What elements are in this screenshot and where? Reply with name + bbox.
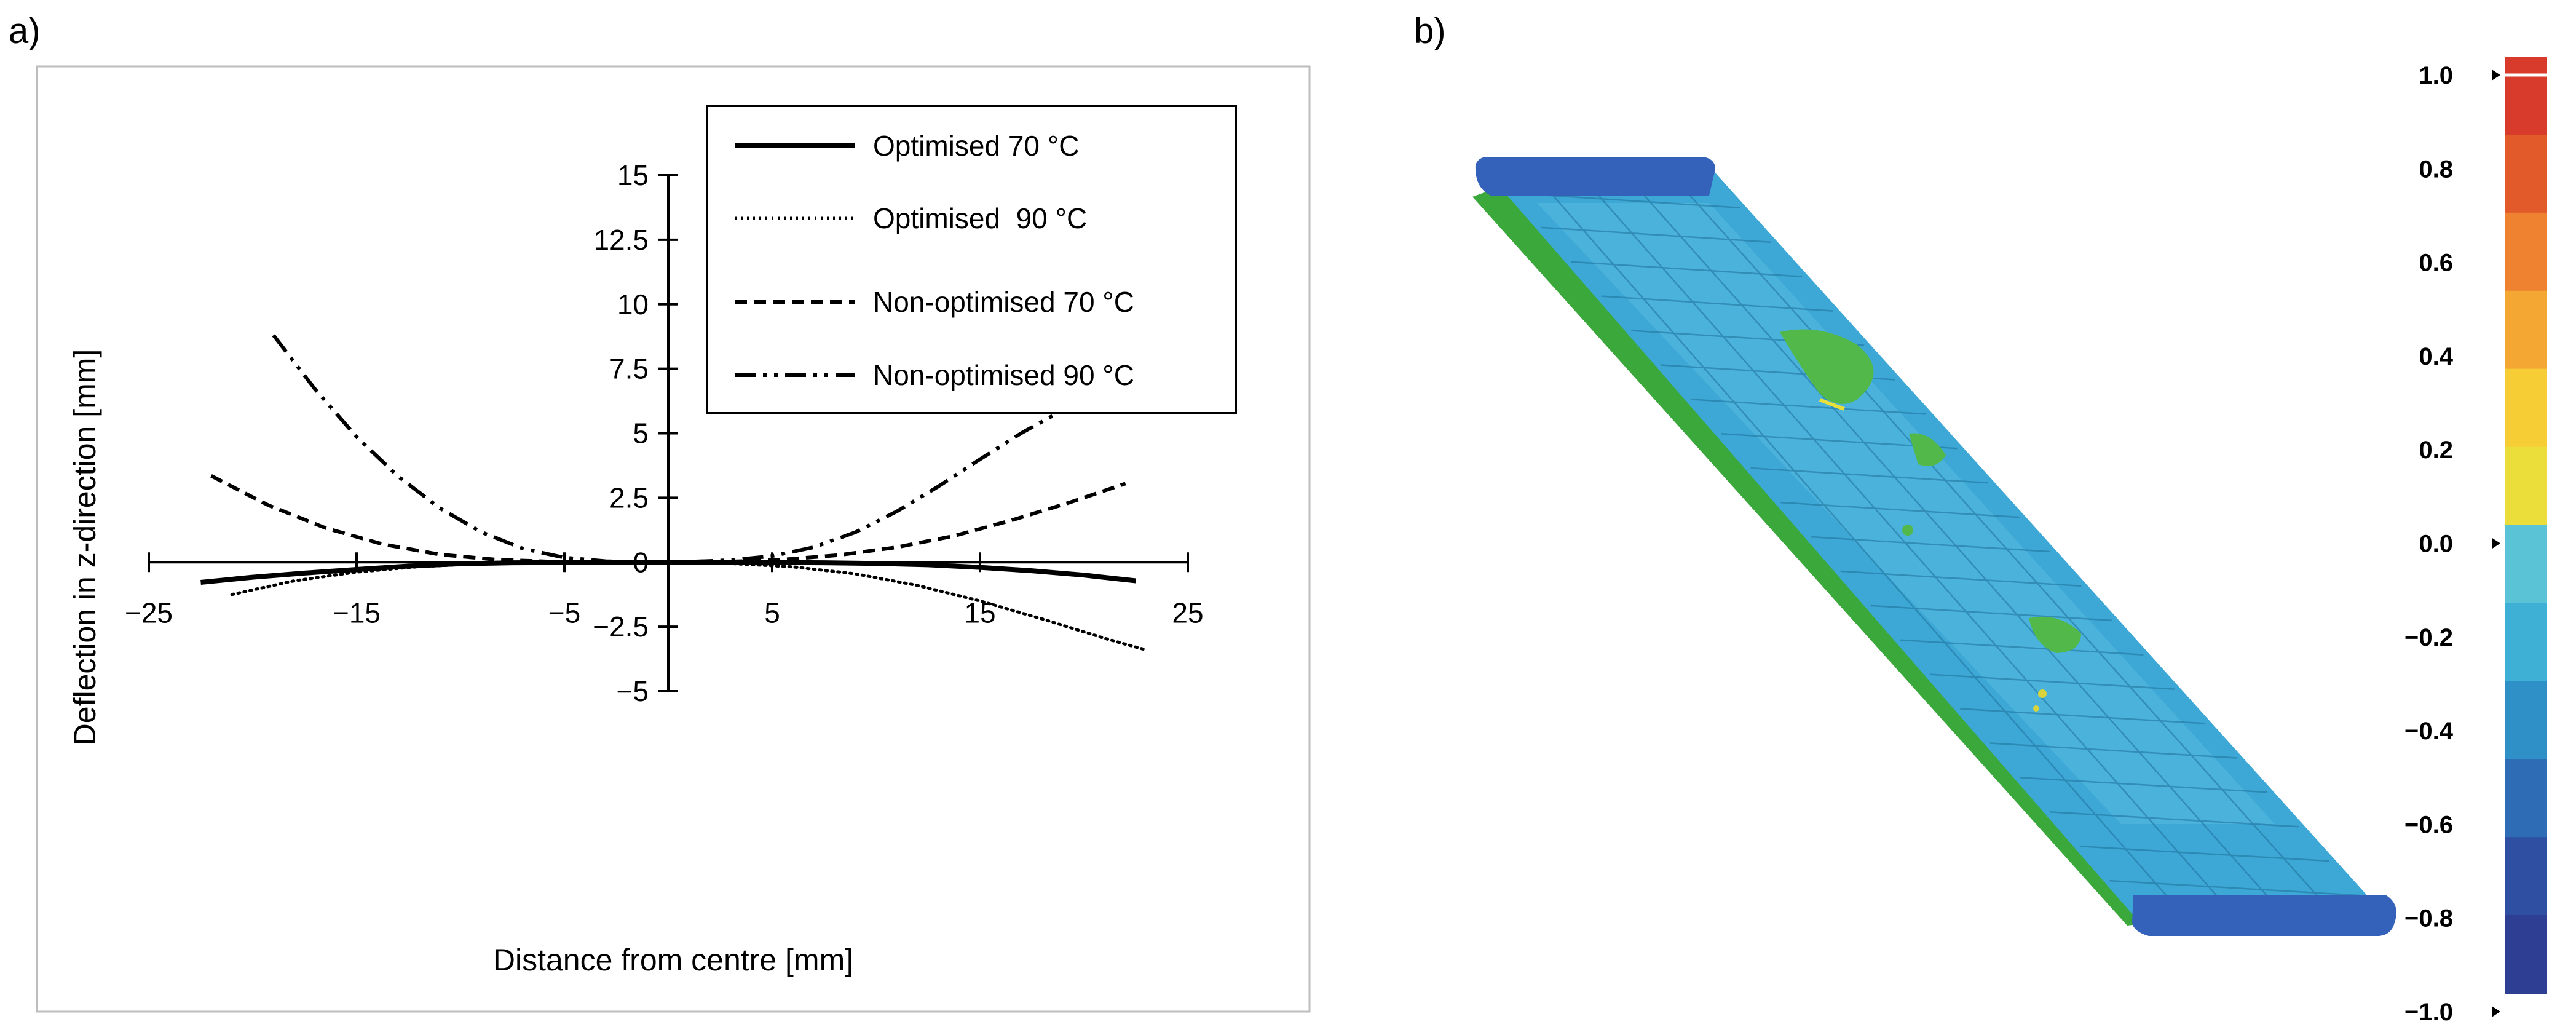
x-tick-label: −15 xyxy=(333,597,381,628)
colorbar-band xyxy=(2505,212,2547,291)
strip-shading xyxy=(1537,203,2275,824)
colorbar-band xyxy=(2505,446,2547,526)
mesh-line-cross xyxy=(1810,536,2051,553)
colorbar-arrow-marker xyxy=(2492,537,2500,549)
legend-box xyxy=(706,105,1237,414)
mesh-line-cross xyxy=(1989,742,2237,759)
mesh-line-cross xyxy=(1780,501,2020,518)
mesh-line-cross xyxy=(2079,845,2330,862)
y-tick-label: −5 xyxy=(617,675,649,707)
strip-end-top xyxy=(1475,157,1715,196)
mesh-line-long xyxy=(1527,166,2191,922)
y-tick-label: 2.5 xyxy=(609,482,649,514)
mesh-line-long xyxy=(1572,166,2241,922)
colorbar-tick-label: 1.0 xyxy=(2419,62,2453,89)
deformed-strip-render xyxy=(1472,157,2396,936)
legend-label-optimised-90: Optimised 90 °C xyxy=(873,202,1087,234)
colorbar-tick-label: −0.4 xyxy=(2404,718,2454,745)
mesh-line-long xyxy=(1663,166,2342,922)
mesh-line-long xyxy=(1618,166,2291,922)
patch-3 xyxy=(1902,525,1913,536)
mesh-line-cross xyxy=(1870,605,2112,622)
colorbar-band xyxy=(2505,915,2547,994)
colorbar-band xyxy=(2505,57,2547,135)
y-tick-label: 12.5 xyxy=(593,224,649,256)
colorbar-tick-label: 0.8 xyxy=(2419,156,2453,183)
colorbar-tick-label: −0.8 xyxy=(2404,905,2453,932)
mesh-line-cross xyxy=(2050,811,2299,828)
y-tick-label: 15 xyxy=(617,159,649,191)
mesh-line-cross xyxy=(2020,777,2268,793)
legend-label-non-optimised-90: Non-optimised 90 °C xyxy=(873,359,1134,391)
y-tick-label: −2.5 xyxy=(593,611,649,643)
legend-label-optimised-70: Optimised 70 °C xyxy=(873,130,1079,162)
series-non-optimised-90 xyxy=(272,334,1064,565)
mesh-line-cross xyxy=(1840,570,2082,587)
patch-1 xyxy=(1780,329,1874,405)
colorbar-arrow-marker xyxy=(2492,1006,2500,1017)
colorbar-tick-label: −0.6 xyxy=(2404,811,2453,838)
chart-legend: Optimised 70 °C Optimised 90 °C Non-opti… xyxy=(706,105,1237,414)
patch-4 xyxy=(2029,616,2081,653)
colorbar-band xyxy=(2505,525,2547,604)
mesh-line-cross xyxy=(2109,879,2361,897)
colorbar: 1.0 0.8 0.6 0.4 0.2 0.0 −0.2 −0.4 −0.6 −0.8 −1.0 xyxy=(2404,57,2547,1026)
colorbar-band xyxy=(2505,368,2547,448)
x-tick-label: 25 xyxy=(1172,597,1203,628)
y-tick-label: 7.5 xyxy=(609,353,649,385)
mesh-line-cross xyxy=(1541,226,1771,244)
mesh-line-cross xyxy=(1900,639,2144,656)
colorbar-tick-label: 0.6 xyxy=(2419,250,2453,277)
colorbar-band xyxy=(2505,603,2547,682)
colorbar-band xyxy=(2505,837,2547,916)
x-axis-title: Distance from centre [mm] xyxy=(493,943,853,977)
colorbar-band xyxy=(2505,290,2547,370)
y-tick-label: 5 xyxy=(633,418,649,450)
legend-label-non-optimised-70: Non-optimised 70 °C xyxy=(873,286,1134,318)
strip-end-bottom xyxy=(2132,895,2396,936)
colorbar-tick-label: −0.2 xyxy=(2404,624,2453,651)
x-tick-label: 15 xyxy=(964,597,995,628)
patch-2 xyxy=(1909,433,1946,466)
x-tick-label: −5 xyxy=(548,597,580,628)
panel-label-b: b) xyxy=(1414,11,1446,51)
mesh-line-cross xyxy=(1750,467,1989,484)
panel-label-a: a) xyxy=(9,11,41,51)
strip-mesh xyxy=(1511,166,2361,922)
colorbar-band xyxy=(2505,759,2547,838)
colorbar-arrow-marker xyxy=(2492,69,2500,81)
mesh-line-cross xyxy=(1571,261,1803,277)
patch-5 xyxy=(2038,689,2047,698)
x-tick-label: 5 xyxy=(764,597,780,628)
x-tick-label: −25 xyxy=(125,597,173,628)
colorbar-band xyxy=(2505,134,2547,213)
colorbar-tick-label: 0.4 xyxy=(2419,343,2453,370)
mesh-line-cross xyxy=(1930,673,2175,690)
colorbar-tick-label: −1.0 xyxy=(2404,999,2453,1026)
mesh-line-cross xyxy=(1691,399,1927,415)
patch-1-rim xyxy=(1819,398,1845,411)
mesh-line-cross xyxy=(1960,708,2206,724)
y-tick-label: 10 xyxy=(617,288,649,320)
colorbar-band xyxy=(2505,681,2547,760)
colorbar-tick-label: 0.0 xyxy=(2419,531,2453,558)
colorbar-tick-label: 0.2 xyxy=(2419,437,2453,464)
y-axis-title: Deflection in z-direction [mm] xyxy=(68,349,102,746)
mesh-line-cross xyxy=(1601,295,1833,312)
patch-6 xyxy=(2033,705,2039,712)
